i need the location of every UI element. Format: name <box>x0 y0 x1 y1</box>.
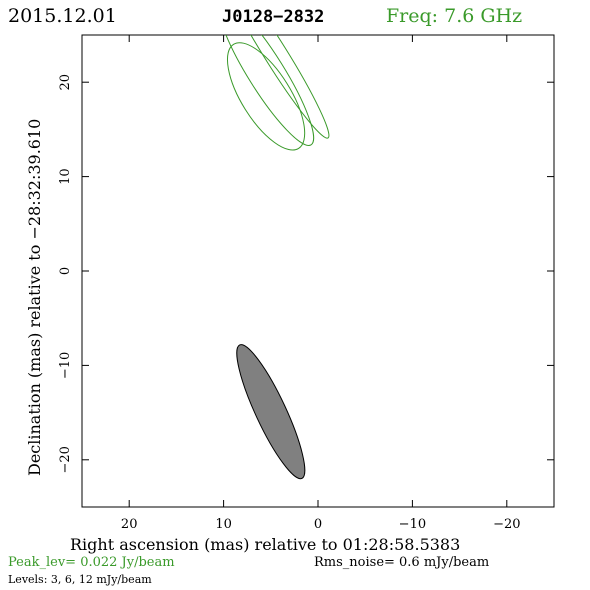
y-tick-label: 0 <box>58 267 73 275</box>
x-tick-label: 10 <box>215 517 232 532</box>
beam-ellipse <box>236 344 306 480</box>
x-tick-label: −20 <box>493 517 520 532</box>
contour-group <box>218 35 330 151</box>
y-tick-label: 20 <box>58 74 73 91</box>
y-axis-label: Declination (mas) relative to −28:32:39.… <box>25 119 44 476</box>
header-date: 2015.12.01 <box>8 5 117 27</box>
x-tick-label: 20 <box>121 517 138 532</box>
x-tick-labels: 20 10 0 −10 −20 <box>121 517 521 532</box>
x-axis-label: Right ascension (mas) relative to 01:28:… <box>70 535 460 554</box>
contour-level-3 <box>226 42 306 151</box>
rms-noise: Rms_noise= 0.6 mJy/beam <box>314 555 489 570</box>
x-tick-label: −10 <box>399 517 426 532</box>
peak-level: Peak_lev= 0.022 Jy/beam <box>8 555 175 570</box>
axis-ticks <box>82 35 554 507</box>
y-tick-label: −10 <box>58 352 73 379</box>
y-tick-label: −20 <box>58 446 73 473</box>
beam-group <box>236 344 306 480</box>
contour-level-6 <box>218 35 315 146</box>
header-frequency: Freq: 7.6 GHz <box>386 5 522 27</box>
y-tick-label: 10 <box>58 168 73 185</box>
contour-levels: Levels: 3, 6, 12 mJy/beam <box>8 573 152 586</box>
x-tick-label: 0 <box>314 517 322 532</box>
header-source: J0128−2832 <box>222 7 324 27</box>
y-tick-labels: 20 10 0 −10 −20 <box>58 74 73 474</box>
contour-level-12 <box>221 35 330 139</box>
